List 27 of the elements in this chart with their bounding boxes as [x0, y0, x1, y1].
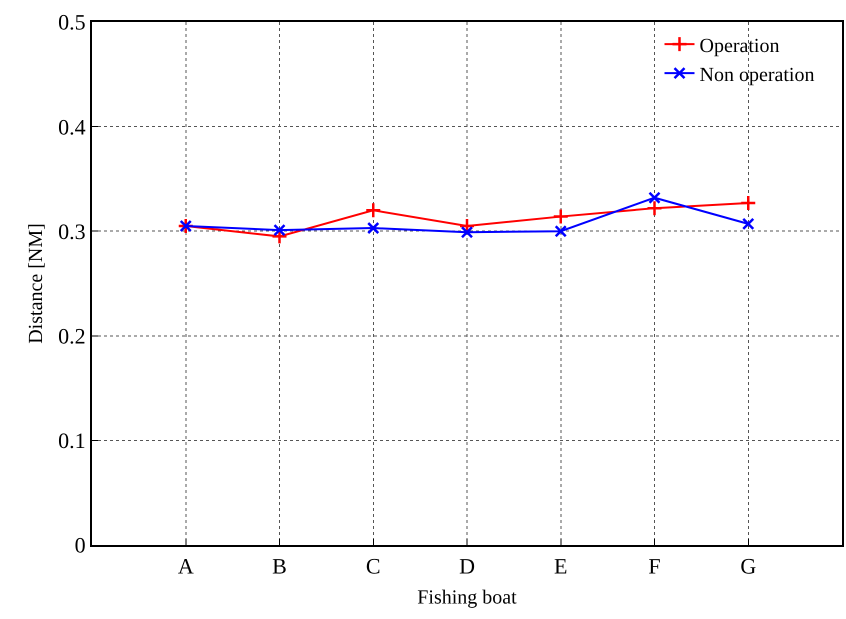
x-tick-label: A	[178, 553, 194, 578]
x-tick-label: E	[554, 553, 568, 578]
point	[740, 194, 756, 212]
legend-label: Operation	[700, 34, 780, 57]
y-tick-label: 0	[74, 532, 86, 558]
point	[460, 226, 474, 238]
x-tick-label: G	[740, 553, 756, 578]
point	[367, 222, 380, 234]
point	[365, 202, 382, 219]
x-axis-title: Fishing boat	[417, 586, 518, 608]
y-tick-label: 0.3	[58, 218, 86, 244]
x-tick-label: B	[272, 553, 287, 578]
x-tick-label: C	[366, 553, 381, 578]
point	[273, 224, 286, 236]
y-tick-label: 0.4	[58, 114, 86, 140]
point	[554, 224, 567, 238]
point	[552, 208, 569, 225]
y-axis-title: Distance [NM]	[25, 223, 48, 344]
point	[742, 218, 754, 230]
y-tick-label: 0.1	[58, 428, 86, 454]
y-tick-label: 0.2	[58, 324, 86, 348]
point	[648, 191, 661, 204]
y-tick-label: 0.5	[58, 10, 86, 35]
point	[646, 200, 663, 216]
legend-label: Non operation	[700, 64, 814, 86]
x-tick-label: D	[459, 553, 475, 578]
x-tick-label: F	[648, 553, 661, 578]
